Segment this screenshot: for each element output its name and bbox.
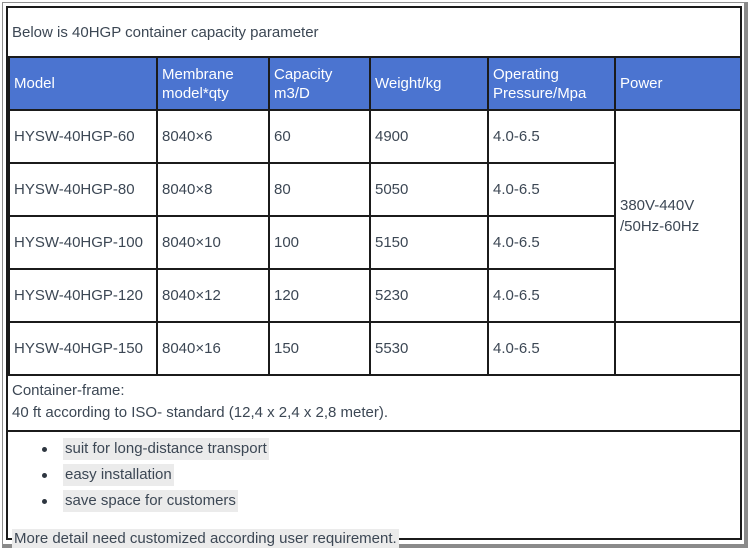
cell-model: HYSW-40HGP-120 (8, 268, 158, 323)
feature-list-section: suit for long-distance transport easy in… (8, 432, 740, 549)
bullet-icon (42, 472, 47, 478)
cell-pressure: 4.0-6.5 (487, 162, 616, 217)
table-row: HYSW-40HGP-100 8040×10 100 5150 4.0-6.5 (8, 215, 741, 270)
table-row: HYSW-40HGP-150 8040×16 150 5530 4.0-6.5 (8, 321, 742, 376)
more-detail-note: More detail need customized according us… (12, 529, 736, 549)
cell-model: HYSW-40HGP-100 (8, 215, 158, 270)
table-row: HYSW-40HGP-120 8040×12 120 5230 4.0-6.5 (8, 268, 741, 323)
header-membrane: Membrane model*qty (156, 56, 270, 111)
more-detail-text: More detail need customized according us… (12, 529, 399, 548)
cell-weight: 5230 (369, 268, 489, 323)
cell-membrane: 8040×6 (156, 109, 270, 164)
cell-capacity: 100 (268, 215, 371, 270)
cell-capacity: 150 (268, 321, 371, 376)
feature-text: easy installation (63, 464, 174, 486)
feature-item: suit for long-distance transport (42, 438, 736, 460)
header-weight: Weight/kg (369, 56, 489, 111)
feature-text: save space for customers (63, 490, 238, 512)
cell-pressure: 4.0-6.5 (487, 268, 616, 323)
cell-weight: 5150 (369, 215, 489, 270)
cell-membrane: 8040×16 (156, 321, 270, 376)
bullet-icon (42, 498, 47, 504)
header-power: Power (614, 56, 742, 111)
cell-membrane: 8040×12 (156, 268, 270, 323)
cell-membrane: 8040×10 (156, 215, 270, 270)
cell-capacity: 60 (268, 109, 371, 164)
iso-standard-note: 40 ft according to ISO- standard (12,4 x… (12, 404, 389, 421)
cell-pressure: 4.0-6.5 (487, 321, 616, 376)
cell-model: HYSW-40HGP-150 (8, 321, 158, 376)
document: Below is 40HGP container capacity parame… (6, 6, 742, 548)
cell-model: HYSW-40HGP-60 (8, 109, 158, 164)
header-capacity: Capacity m3/D (268, 56, 371, 111)
page-title: Below is 40HGP container capacity parame… (12, 23, 319, 41)
cell-membrane: 8040×8 (156, 162, 270, 217)
feature-item: save space for customers (42, 490, 736, 512)
cell-weight: 5050 (369, 162, 489, 217)
cell-power-empty (614, 321, 742, 376)
bullet-icon (42, 446, 47, 452)
capacity-table: Model Membrane model*qty Capacity m3/D W… (8, 56, 742, 376)
cell-pressure: 4.0-6.5 (487, 215, 616, 270)
header-row: Model Membrane model*qty Capacity m3/D W… (8, 56, 742, 111)
container-frame-note: Container-frame: 40 ft according to ISO-… (8, 376, 740, 432)
container-frame-label: Container-frame: (12, 382, 125, 399)
cell-model: HYSW-40HGP-80 (8, 162, 158, 217)
cell-weight: 5530 (369, 321, 489, 376)
header-pressure: Operating Pressure/Mpa (487, 56, 616, 111)
table-row: HYSW-40HGP-80 8040×8 80 5050 4.0-6.5 (8, 162, 741, 217)
cell-power-merged: 380V-440V /50Hz-60Hz (614, 109, 742, 323)
feature-item: easy installation (42, 464, 736, 486)
cell-pressure: 4.0-6.5 (487, 109, 616, 164)
table-row: HYSW-40HGP-60 8040×6 60 4900 4.0-6.5 380… (8, 109, 742, 323)
header-model: Model (8, 56, 158, 111)
feature-list: suit for long-distance transport easy in… (12, 438, 736, 512)
feature-text: suit for long-distance transport (63, 438, 269, 460)
cell-weight: 4900 (369, 109, 489, 164)
cell-capacity: 80 (268, 162, 371, 217)
cell-capacity: 120 (268, 268, 371, 323)
